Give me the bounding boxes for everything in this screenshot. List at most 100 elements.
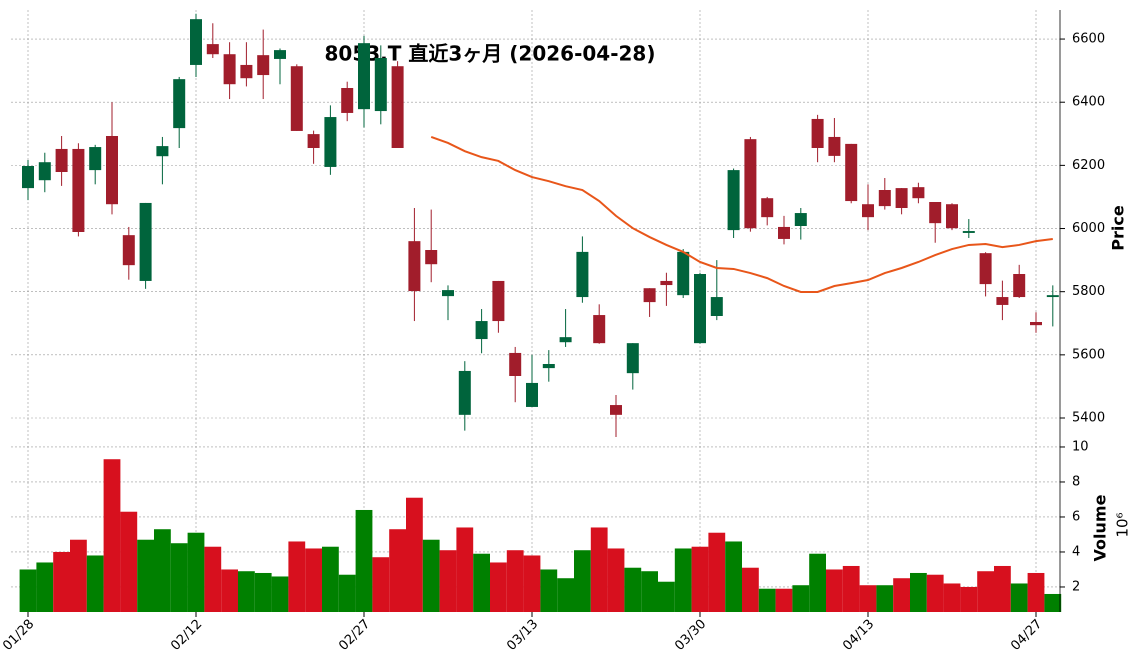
volume-bar [674,548,692,612]
candle-body [1013,274,1026,298]
y-tick-label: 6200 [1072,158,1105,173]
candle-body [559,337,572,343]
candle-body [929,202,942,224]
x-tick-label: 02/27 [336,617,373,654]
volume-bar [926,574,944,612]
x-tick-label: 04/13 [840,617,877,654]
volume-bar [523,555,541,612]
candle-body [677,251,690,296]
volume-bar [826,569,843,612]
volume-bar [305,548,322,612]
volume-bar [338,574,356,612]
volume-bar [439,550,457,612]
volume-bar [456,527,474,612]
volume-bar [70,539,87,612]
volume-bar [322,546,339,612]
volume-bar [742,567,759,612]
candle-body [811,118,824,148]
volume-bar [977,571,994,612]
candle-body [946,204,958,229]
volume-bar [1044,593,1062,612]
volume-bar [389,529,406,612]
candle-body [996,297,1009,305]
volume-bar [19,569,37,612]
y-tick-label: 6000 [1072,221,1105,236]
candle-body [38,162,51,181]
candle-body [425,250,438,265]
volume-bar [271,576,289,612]
candle-body [290,66,303,131]
candle-body [173,79,186,129]
y-axis-label: Price [1109,205,1128,251]
y-tick-label: 6400 [1072,95,1105,110]
candle-body [962,231,975,233]
candle-body [374,58,387,112]
y-tick-label: 5800 [1072,284,1105,299]
volume-bar [641,571,658,612]
candle-body [22,166,34,189]
volume-bar [372,557,390,612]
candle-body [542,364,555,369]
x-tick-label: 02/12 [168,617,205,654]
x-tick-label: 04/27 [1008,617,1045,654]
volume-bar [355,509,373,612]
y-tick-label: 6600 [1072,32,1105,47]
volume-bar [876,585,894,612]
candle-body [206,44,219,55]
candle-body [223,54,236,85]
x-tick-label: 01/28 [0,617,37,654]
y-tick-label: 10 [1072,439,1089,454]
volume-bar [893,578,910,612]
candle-body [139,202,152,281]
candle-body [744,139,757,229]
volume-bar [36,562,54,612]
candle-body [391,66,404,148]
candle-body [694,274,706,344]
volume-bar [859,585,877,612]
volume-bar [53,551,70,612]
volume-bar [590,527,608,612]
y-tick-label: 4 [1072,544,1080,559]
candle-body [324,117,337,167]
candle-body [72,148,85,232]
volume-bar [624,567,642,612]
candle-body [156,146,169,157]
x-tick-label: 03/30 [672,617,709,654]
candle-body [307,134,320,148]
candle-body [190,19,202,65]
x-tick-label: 03/13 [504,617,541,654]
volume-bar [960,586,978,612]
volume-bar [809,553,826,612]
candle-body [794,213,807,226]
candle-body [862,204,874,218]
volume-bar [994,565,1011,612]
candle-body [610,405,622,415]
candle-body [509,352,522,376]
volume-bar [204,546,222,612]
candle-body [341,88,354,113]
y-tick-label: 5600 [1072,347,1105,362]
volume-bar [86,555,104,612]
volume-bar [473,553,490,612]
candle-body [576,251,589,298]
candle-body [55,148,68,172]
volume-bar [137,539,154,612]
candle-body [240,64,253,79]
candle-body [828,136,841,156]
y-tick-label: 8 [1072,474,1080,489]
candle-body [643,288,656,303]
volume-bar [238,571,255,612]
candle-body [408,241,421,292]
candle-body [761,198,774,218]
candle-body [845,143,858,202]
chart-title: 8053.T 直近3ヶ月 (2026-04-28) [325,42,656,66]
candle-body [257,55,270,76]
volume-bar [187,532,205,612]
y-axis-label: Volume [1091,494,1110,561]
candle-body [526,382,538,407]
volume-bar [120,511,138,612]
candle-body [912,187,925,199]
candle-body [778,226,790,239]
